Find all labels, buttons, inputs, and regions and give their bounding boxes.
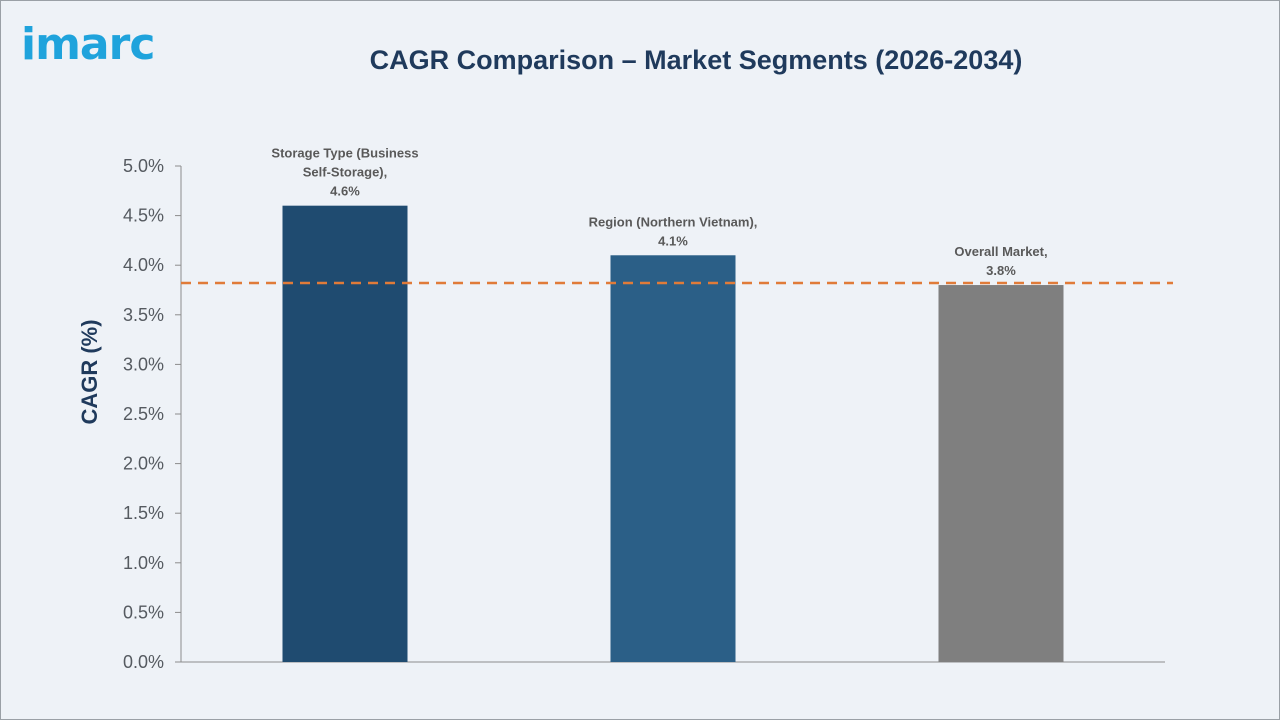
- bar: [938, 285, 1064, 662]
- y-tick-label: 5.0%: [123, 156, 164, 176]
- bar-data-label: Overall Market,: [954, 244, 1047, 259]
- bars: [282, 205, 1064, 662]
- bar-data-label: Self-Storage),: [303, 165, 388, 180]
- bar-data-label: Region (Northern Vietnam),: [589, 214, 758, 229]
- bar: [610, 255, 736, 662]
- y-tick-label: 4.5%: [123, 206, 164, 226]
- bar-data-label: 4.1%: [658, 233, 688, 248]
- y-tick-label: 1.0%: [123, 553, 164, 573]
- bar: [282, 205, 408, 662]
- axes: 0.0% 0.5% 1.0% 1.5% 2.0% 2.5% 3.0% 3.5% 4.0% 4.5%…: [123, 156, 1165, 672]
- imarc-logo: imarc: [21, 19, 155, 70]
- y-tick-label: 3.0%: [123, 354, 164, 374]
- chart-title: CAGR Comparison – Market Segments (2026-…: [369, 45, 1023, 75]
- y-tick-label: 3.5%: [123, 305, 164, 325]
- bar-data-label: Storage Type (Business: [271, 146, 418, 161]
- y-tick-label: 1.5%: [123, 503, 164, 523]
- bar-data-label: 4.6%: [330, 184, 360, 199]
- data-labels: Storage Type (Business Self-Storage), 4.6%…: [271, 146, 1047, 278]
- y-tick-label: 2.0%: [123, 454, 164, 474]
- y-tick-label: 4.0%: [123, 255, 164, 275]
- y-tick-label: 0.5%: [123, 602, 164, 622]
- y-tick-label: 2.5%: [123, 404, 164, 424]
- y-tick-label: 0.0%: [123, 652, 164, 672]
- bar-data-label: 3.8%: [986, 263, 1016, 278]
- y-axis-label: CAGR (%): [77, 319, 102, 424]
